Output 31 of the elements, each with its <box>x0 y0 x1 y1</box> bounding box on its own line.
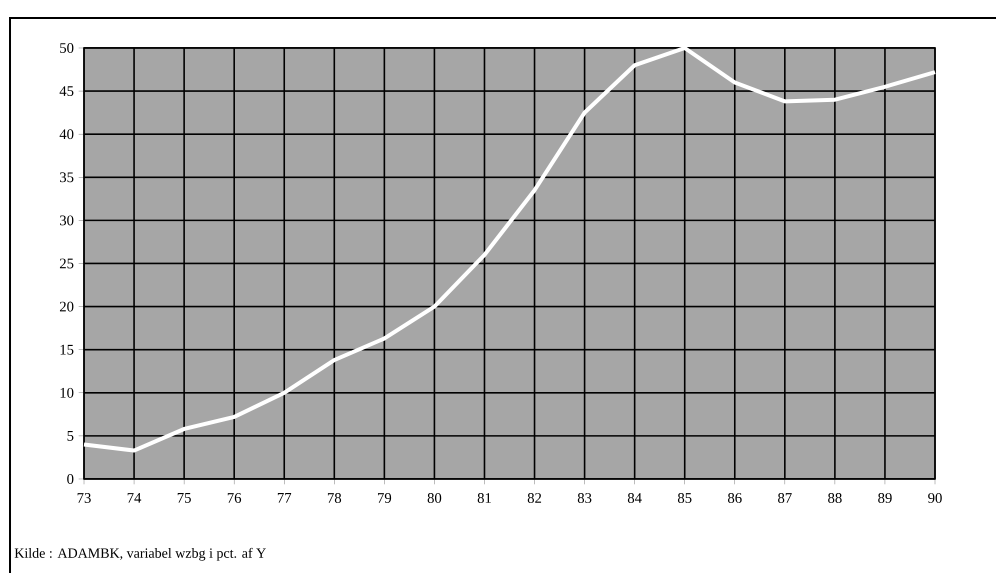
text: Kilde : ADAMBK, variabel wzbg i pct. af Y <box>14 548 266 561</box>
x-tick-label: 89 <box>878 493 892 503</box>
y-tick-label: 30 <box>60 215 74 226</box>
x-tick-label: 82 <box>528 493 542 503</box>
x-tick-label: 88 <box>828 493 842 503</box>
x-tick-label: 78 <box>328 493 342 503</box>
x-tick-label: 79 <box>378 493 392 503</box>
x-tick-label: 87 <box>778 493 792 503</box>
y-tick-label: 5 <box>67 431 74 441</box>
y-tick-label: 25 <box>60 258 74 268</box>
x-tick-label: 85 <box>678 493 692 503</box>
x-tick-label: 83 <box>578 493 592 503</box>
x-tick-label: 80 <box>428 493 442 503</box>
y-tick-label: 50 <box>60 43 74 53</box>
x-tick-label: 73 <box>78 493 91 503</box>
x-tick-label: 77 <box>278 493 292 503</box>
y-tick-label: 20 <box>60 302 74 312</box>
x-tick-label: 74 <box>128 493 142 503</box>
x-tick-label: 84 <box>628 493 642 503</box>
x-tick-label: 75 <box>178 493 191 503</box>
y-tick-label: 35 <box>60 172 74 182</box>
line-series <box>82 46 938 453</box>
x-tick-label: 86 <box>728 493 742 503</box>
y-tick-label: 0 <box>67 474 74 484</box>
y-tick-label: 10 <box>60 388 74 398</box>
y-tick-label: 45 <box>60 86 74 96</box>
x-tick-label: 90 <box>928 493 942 503</box>
y-tick-label: 15 <box>60 344 74 355</box>
y-tick-label: 40 <box>60 129 74 140</box>
x-tick-label: 81 <box>478 493 491 503</box>
x-tick-label: 76 <box>228 493 242 503</box>
